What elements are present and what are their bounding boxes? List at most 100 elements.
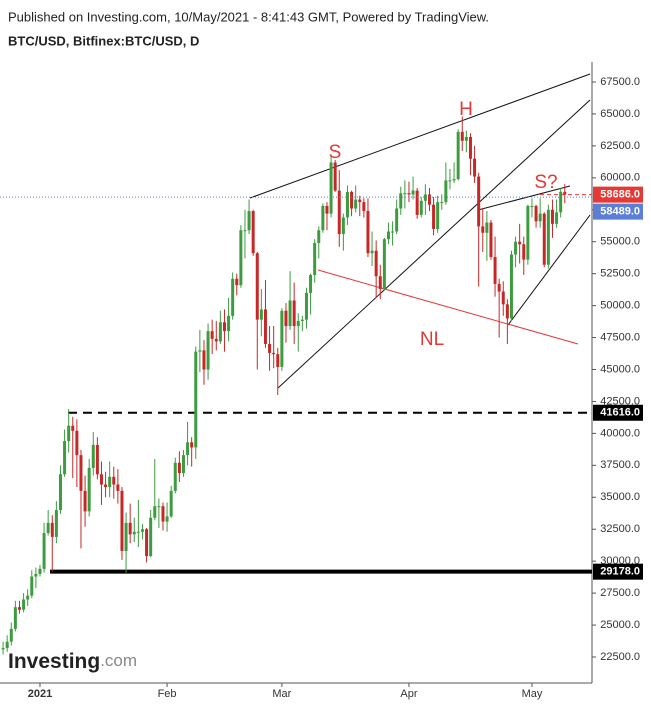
candle-body — [190, 442, 194, 448]
price-tag-label: 58686.0 — [600, 189, 640, 201]
candle-body — [124, 522, 128, 551]
candle-body — [112, 476, 116, 485]
candle-body — [157, 506, 161, 508]
candle-body — [481, 226, 485, 233]
y-tick-label: 60000.0 — [600, 172, 640, 184]
y-tick-label: 62500.0 — [600, 140, 640, 152]
published-note: Published on Investing.com, 10/May/2021 … — [8, 9, 489, 24]
candle-body — [300, 319, 304, 321]
candle-body — [251, 211, 255, 254]
candle-body — [161, 506, 165, 522]
candle-body — [54, 510, 58, 537]
candle-body — [173, 462, 177, 491]
candle-body — [128, 522, 132, 535]
candle-body — [485, 222, 489, 233]
candle-body — [63, 441, 67, 475]
candle-body — [104, 484, 108, 488]
y-tick-label: 40000.0 — [600, 427, 640, 439]
candle-body — [411, 190, 415, 195]
candle-body — [145, 529, 149, 557]
candle-body — [202, 350, 206, 370]
candle-body — [34, 573, 38, 577]
candle-body — [337, 190, 341, 235]
candle-body — [87, 467, 91, 512]
candle-body — [177, 462, 181, 474]
candle-body — [22, 599, 26, 610]
candle-body — [83, 490, 87, 512]
candle-body — [448, 180, 452, 182]
candle-body — [169, 490, 173, 517]
candle-body — [514, 241, 518, 255]
y-tick-label: 42500.0 — [600, 395, 640, 407]
candle-body — [341, 217, 345, 235]
trend-lines — [249, 73, 591, 389]
y-tick-label: 32500.0 — [600, 523, 640, 535]
candle-body — [407, 193, 411, 195]
candle-body — [395, 208, 399, 232]
candle-body — [477, 176, 481, 227]
annotation: NL — [420, 329, 444, 350]
candle-body — [542, 213, 546, 265]
candle-body — [288, 300, 292, 327]
candle-body — [382, 239, 386, 290]
candle-body — [386, 231, 390, 240]
candle-body — [399, 193, 403, 209]
annotation: S? — [534, 172, 557, 193]
candle-body — [563, 191, 567, 195]
candle-body — [550, 209, 554, 224]
candle-body — [468, 136, 472, 159]
y-tick-label: 45000.0 — [600, 363, 640, 375]
candle-body — [71, 425, 75, 431]
neckline — [317, 269, 579, 345]
x-tick-label: Apr — [400, 688, 417, 700]
candle-body — [345, 191, 349, 218]
candle-body — [149, 517, 153, 557]
candle-body — [489, 222, 493, 258]
candle-body — [116, 484, 120, 491]
candle-body — [9, 628, 13, 642]
candle-body — [378, 276, 382, 290]
x-tick-label: May — [522, 688, 543, 700]
symbol-title: BTC/USD, Bitfinex:BTC/USD, D — [8, 33, 199, 48]
x-tick-label: Mar — [272, 688, 291, 700]
candle-body — [30, 576, 34, 596]
candle-body — [436, 202, 440, 229]
candle-body — [473, 158, 477, 177]
candle-body — [546, 209, 550, 265]
y-tick-label: 25000.0 — [600, 619, 640, 631]
candle-body — [559, 191, 563, 213]
level-tag-label: 41616.0 — [600, 407, 640, 419]
candle-body — [358, 199, 362, 203]
y-tick-label: 22500.0 — [600, 651, 640, 663]
candle-body — [325, 205, 329, 214]
candle-body — [268, 343, 272, 353]
candle-body — [235, 278, 239, 286]
candle-body — [46, 522, 50, 534]
y-tick-label: 52500.0 — [600, 268, 640, 280]
trend-line — [277, 99, 591, 389]
trend-line — [507, 214, 591, 326]
level-tag-label: 29178.0 — [600, 566, 640, 578]
candle-body — [243, 230, 247, 232]
candle-body — [13, 607, 17, 629]
candle-body — [272, 352, 276, 355]
candle-body — [555, 212, 559, 224]
candle-body — [370, 250, 374, 254]
candle-body — [206, 331, 210, 370]
logo-name: Investing — [8, 650, 100, 673]
annotation: S — [329, 142, 342, 163]
candle-body — [522, 244, 526, 260]
candle-body — [530, 205, 534, 207]
candle-body — [132, 531, 136, 535]
candle-body — [505, 304, 509, 319]
candle-body — [210, 331, 214, 339]
candle-body — [509, 254, 513, 319]
candle-body — [58, 474, 62, 511]
candle-body — [42, 533, 46, 569]
candle-body — [304, 292, 308, 320]
y-tick-label: 65000.0 — [600, 108, 640, 120]
candle-body — [526, 205, 530, 260]
candle-body — [350, 191, 354, 209]
candle-body — [493, 257, 497, 284]
candle-body — [165, 516, 169, 522]
